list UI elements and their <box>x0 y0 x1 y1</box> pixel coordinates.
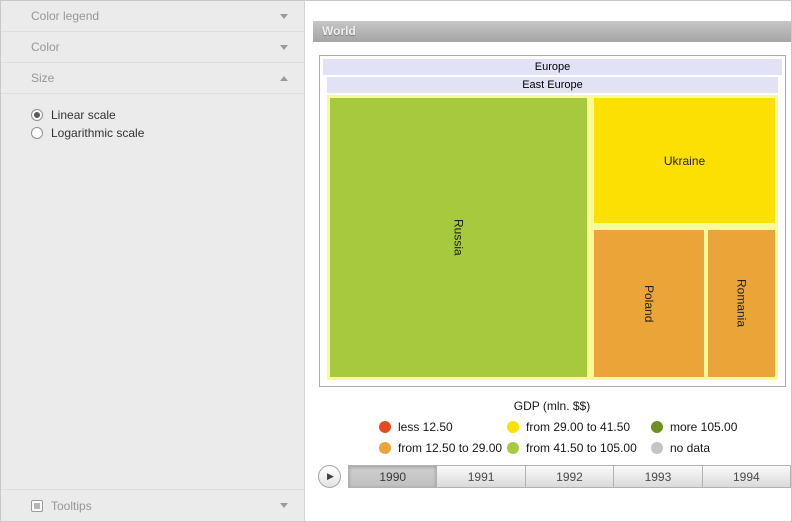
cell-label-russia: Russia <box>451 219 466 256</box>
accordion-color-label: Color <box>31 40 60 54</box>
year-selector: 1990 1991 1992 1993 1994 <box>348 465 791 488</box>
tooltips-checkbox-icon[interactable] <box>31 499 43 512</box>
accordion-color-legend[interactable]: Color legend <box>1 1 304 32</box>
legend-item-label: no data <box>670 440 711 455</box>
play-button[interactable]: ▶ <box>318 465 341 488</box>
play-icon: ▶ <box>327 471 334 481</box>
legend-item-12-50-to-29: from 12.50 to 29.00 <box>379 440 503 455</box>
legend-swatch-icon <box>651 420 663 433</box>
year-button-1991[interactable]: 1991 <box>436 465 526 488</box>
treemap-cell-russia[interactable]: Russia <box>330 98 587 377</box>
treemap-cells-area: Russia Ukraine Poland Romania <box>327 95 778 380</box>
chevron-up-icon <box>280 75 288 81</box>
legend-item-29-to-41-50: from 29.00 to 41.50 <box>507 419 631 434</box>
treemap-root-header[interactable]: World <box>313 21 791 42</box>
accordion-color-legend-label: Color legend <box>31 9 100 23</box>
treemap-chart: Europe East Europe Russia Ukraine Poland… <box>319 55 786 387</box>
legend-item-label: more 105.00 <box>670 419 738 434</box>
radio-logarithmic-scale-label: Logarithmic scale <box>51 126 145 140</box>
accordion-tooltips[interactable]: Tooltips <box>1 489 304 521</box>
treemap-cell-ukraine[interactable]: Ukraine <box>594 98 775 223</box>
treemap-cell-romania[interactable]: Romania <box>708 230 775 377</box>
legend-swatch-icon <box>507 420 519 433</box>
year-button-1993[interactable]: 1993 <box>613 465 703 488</box>
size-options-panel: Linear scale Logarithmic scale <box>1 94 304 154</box>
radio-logarithmic-scale[interactable]: Logarithmic scale <box>31 124 304 142</box>
chevron-down-icon <box>280 13 288 19</box>
cell-label-romania: Romania <box>734 279 749 328</box>
radio-linear-scale[interactable]: Linear scale <box>31 106 304 124</box>
legend-item-more-105: more 105.00 <box>651 419 738 434</box>
chevron-down-icon <box>280 503 288 508</box>
treemap-cell-poland[interactable]: Poland <box>594 230 704 377</box>
legend-swatch-icon <box>379 441 391 454</box>
accordion-size-label: Size <box>31 71 55 85</box>
legend-item-label: from 29.00 to 41.50 <box>526 419 631 434</box>
legend-item-less-12-50: less 12.50 <box>379 419 453 434</box>
cell-label-poland: Poland <box>642 284 656 323</box>
tooltips-label: Tooltips <box>51 498 92 513</box>
legend-item-label: from 12.50 to 29.00 <box>398 440 503 455</box>
year-button-1992[interactable]: 1992 <box>524 465 615 488</box>
legend-item-41-50-to-105: from 41.50 to 105.00 <box>507 440 637 455</box>
root-title: World <box>322 24 356 38</box>
legend-item-label: less 12.50 <box>398 419 453 434</box>
radio-linear-scale-label: Linear scale <box>51 108 116 122</box>
year-button-1994[interactable]: 1994 <box>701 465 791 488</box>
accordion-color[interactable]: Color <box>1 32 304 63</box>
radio-selected-icon <box>31 109 43 121</box>
chevron-down-icon <box>280 44 288 50</box>
radio-unselected-icon <box>31 127 43 139</box>
legend-item-label: from 41.50 to 105.00 <box>526 440 637 455</box>
accordion-size[interactable]: Size <box>1 63 304 94</box>
cell-label-ukraine: Ukraine <box>663 153 706 168</box>
treemap-group-europe[interactable]: Europe <box>323 59 782 75</box>
legend-swatch-icon <box>379 420 391 433</box>
treemap-group-east-europe[interactable]: East Europe <box>327 77 778 93</box>
legend-title: GDP (mln. $$) <box>513 399 591 413</box>
legend-swatch-icon <box>651 441 663 454</box>
legend-swatch-icon <box>507 441 519 454</box>
settings-sidebar: Color legend Color Size Linear scale Log… <box>1 1 305 521</box>
legend-item-no-data: no data <box>651 440 711 455</box>
year-button-1990[interactable]: 1990 <box>348 465 438 488</box>
